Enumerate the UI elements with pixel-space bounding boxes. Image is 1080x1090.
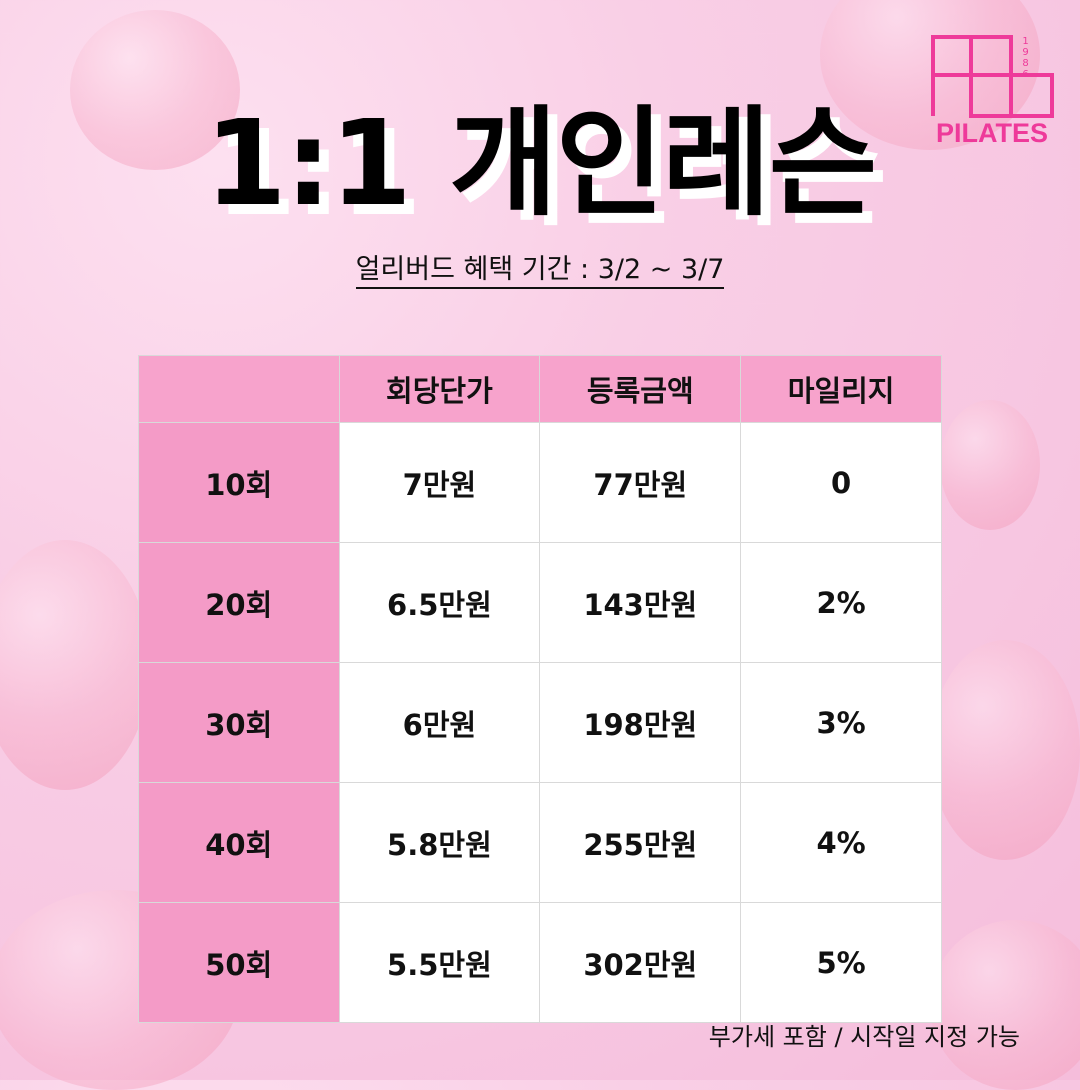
table-cell: 143만원: [539, 542, 742, 663]
table-cell: 5.8만원: [338, 782, 541, 903]
footnote: 부가세 포함 / 시작일 지정 가능: [708, 1023, 1020, 1051]
table-cell: 6.5만원: [338, 542, 541, 663]
column-header: 등록금액: [539, 355, 742, 423]
row-header: 20회: [138, 542, 340, 663]
table-cell: 3%: [740, 662, 942, 783]
heart-decoration: [930, 640, 1080, 860]
table-cell: 2%: [740, 542, 942, 663]
table-row: 40회 5.8만원 255만원 4%: [138, 782, 942, 903]
subtitle: 얼리버드 혜택 기간 : 3/2 ~ 3/7: [0, 253, 1080, 289]
table-cell: 198만원: [539, 662, 742, 783]
table-cell: 255만원: [539, 782, 742, 903]
heart-decoration: [0, 540, 150, 790]
table-row: 20회 6.5만원 143만원 2%: [138, 542, 942, 663]
table-cell: 5.5만원: [338, 902, 541, 1023]
column-header: 마일리지: [740, 355, 942, 423]
row-header: 30회: [138, 662, 340, 783]
table-cell: 302만원: [539, 902, 742, 1023]
row-header: 10회: [138, 422, 340, 543]
logo-text: PILATES: [936, 118, 1048, 146]
table-cell: 0: [740, 422, 942, 543]
heart-decoration: [940, 400, 1040, 530]
table-row: 30회 6만원 198만원 3%: [138, 662, 942, 783]
page-title: 1:1 개인레슨: [204, 94, 878, 232]
early-bird-period: 얼리버드 혜택 기간 : 3/2 ~ 3/7: [355, 254, 725, 289]
table-cell: 77만원: [539, 422, 742, 543]
column-header: 회당단가: [338, 355, 541, 423]
price-table: 회당단가 등록금액 마일리지 10회 7만원 77만원 0 20회 6.5만원 143만원 2% 3…: [138, 355, 942, 1023]
logo-year: 1986: [1020, 36, 1031, 80]
heart-decoration: [70, 10, 240, 170]
table-cell: 7만원: [338, 422, 541, 543]
table-cell: 6만원: [338, 662, 541, 783]
pilates-logo: PILATES: [931, 35, 1054, 146]
heart-decoration: [930, 920, 1080, 1090]
column-header: [138, 355, 340, 423]
table-header-row: 회당단가 등록금액 마일리지: [138, 355, 942, 423]
row-header: 40회: [138, 782, 340, 903]
table-cell: 5%: [740, 902, 942, 1023]
row-header: 50회: [138, 902, 340, 1023]
table-row: 10회 7만원 77만원 0: [138, 422, 942, 543]
table-cell: 4%: [740, 782, 942, 903]
table-row: 50회 5.5만원 302만원 5%: [138, 902, 942, 1023]
